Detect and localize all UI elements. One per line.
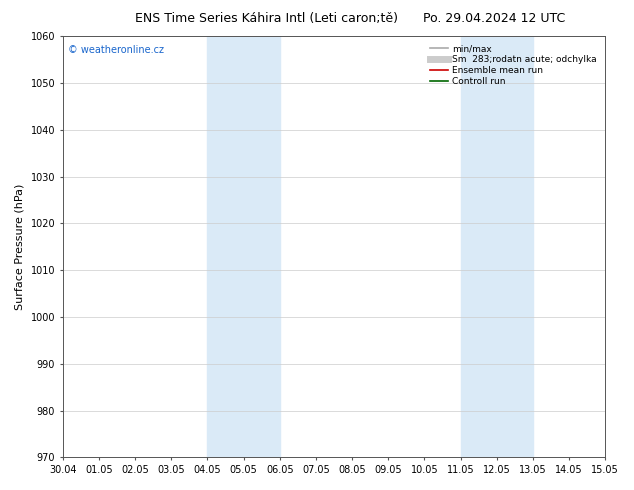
Text: © weatheronline.cz: © weatheronline.cz: [68, 45, 164, 54]
Text: ENS Time Series Káhira Intl (Leti caron;tě): ENS Time Series Káhira Intl (Leti caron;…: [135, 12, 398, 25]
Legend: min/max, Sm  283;rodatn acute; odchylka, Ensemble mean run, Controll run: min/max, Sm 283;rodatn acute; odchylka, …: [426, 41, 600, 89]
Y-axis label: Surface Pressure (hPa): Surface Pressure (hPa): [15, 184, 25, 310]
Bar: [460, 36, 533, 457]
Text: Po. 29.04.2024 12 UTC: Po. 29.04.2024 12 UTC: [424, 12, 566, 25]
Bar: [207, 36, 280, 457]
